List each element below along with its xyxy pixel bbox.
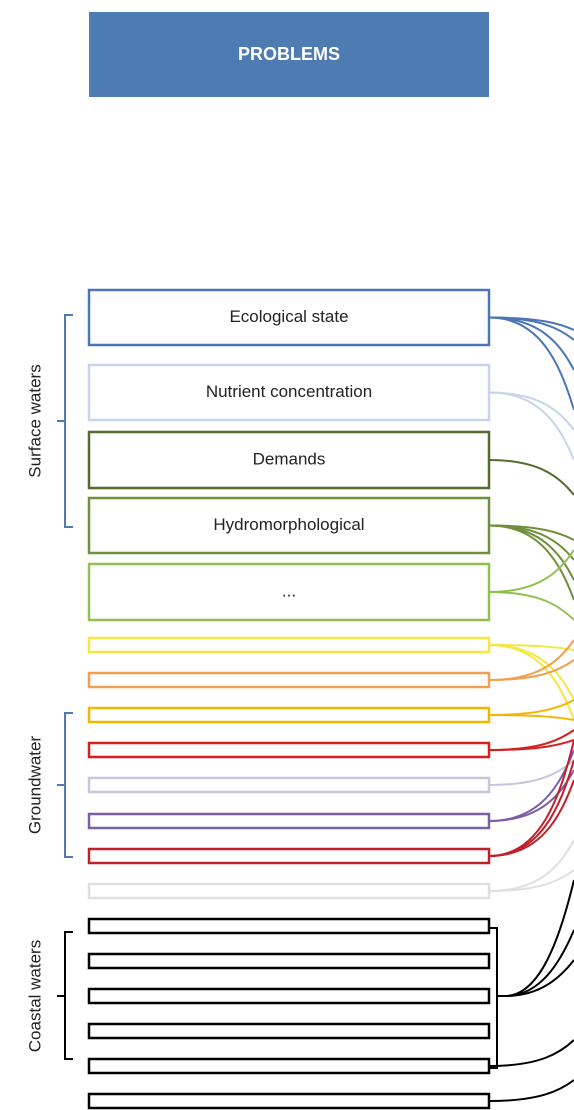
box	[87, 288, 491, 347]
link	[488, 549, 574, 593]
header-title: PROBLEMS	[238, 44, 340, 64]
box	[87, 363, 491, 422]
bracket	[57, 314, 73, 528]
brackets	[57, 314, 505, 1069]
box	[87, 952, 491, 970]
box-label: Nutrient concentration	[206, 382, 372, 401]
link	[488, 644, 574, 651]
link	[488, 659, 574, 681]
link	[488, 699, 574, 716]
box	[87, 706, 491, 724]
box-label: ...	[282, 581, 296, 600]
box	[87, 847, 491, 865]
link	[504, 879, 574, 997]
link	[488, 391, 574, 431]
box	[87, 562, 491, 622]
box-label: Ecological state	[229, 307, 348, 326]
link	[504, 929, 574, 997]
link	[488, 391, 574, 461]
box-label: Demands	[253, 449, 326, 468]
group-label: Coastal waters	[25, 940, 44, 1052]
box	[87, 812, 491, 830]
link	[488, 1079, 574, 1102]
boxes: Ecological state Nutrient concentration De…	[87, 288, 491, 1110]
box	[87, 917, 491, 935]
box-label: Hydromorphological	[213, 515, 364, 534]
link	[488, 591, 574, 621]
link	[488, 316, 574, 411]
group-label: Groundwater	[25, 736, 44, 835]
link	[488, 729, 574, 751]
box	[87, 882, 491, 900]
link	[488, 739, 574, 751]
link	[488, 839, 574, 892]
box	[87, 741, 491, 759]
link	[488, 459, 574, 496]
box	[87, 636, 491, 654]
box	[87, 496, 491, 555]
group-label: Surface waters	[25, 364, 44, 477]
box	[87, 776, 491, 794]
link	[488, 779, 574, 857]
links	[488, 316, 574, 1102]
bracket	[57, 712, 73, 858]
link	[488, 524, 574, 601]
box	[87, 987, 491, 1005]
link	[488, 316, 574, 341]
link	[488, 714, 574, 721]
box	[87, 1092, 491, 1110]
bracket	[57, 931, 73, 1060]
link	[488, 869, 574, 892]
box	[87, 1022, 491, 1040]
link	[488, 524, 574, 561]
header-box	[89, 12, 489, 97]
box	[87, 1057, 491, 1075]
link	[488, 1039, 574, 1067]
box	[87, 430, 491, 490]
link	[488, 759, 574, 786]
link	[504, 959, 574, 997]
bracket	[489, 927, 505, 1069]
box	[87, 671, 491, 689]
